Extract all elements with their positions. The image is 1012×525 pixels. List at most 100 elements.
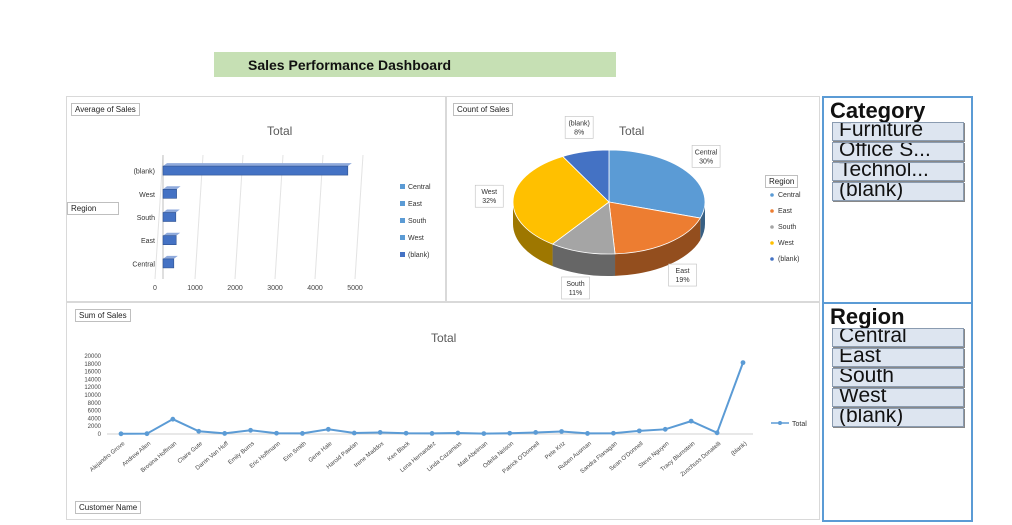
- region-item-central[interactable]: Central: [832, 328, 964, 347]
- bar-south: [162, 212, 177, 222]
- pie-data-label-name: Central: [695, 149, 718, 156]
- pie-legend-swatch: [770, 241, 774, 245]
- category-item-blank[interactable]: (blank): [832, 182, 964, 201]
- category-slicer[interactable]: Category Furniture Office S... Technol..…: [822, 96, 973, 304]
- category-item-furniture[interactable]: Furniture: [832, 122, 964, 141]
- pie-side-central: [700, 202, 705, 241]
- line-point-zuschuss-donatelli: [714, 430, 720, 436]
- line-x-tick-label: Alejandro Grove: [89, 441, 127, 474]
- line-point-alejandro-grove: [118, 431, 124, 437]
- region-slicer[interactable]: Region Central East South West (blank): [822, 302, 973, 522]
- pie-data-label-percent: 19%: [676, 277, 690, 284]
- line-y-tick-label: 4000: [88, 416, 102, 422]
- region-item-east[interactable]: East: [832, 348, 964, 367]
- pie-data-label-name: South: [566, 281, 584, 288]
- pie-legend-label-central: Central: [778, 192, 801, 199]
- line-point-pete-kriz: [559, 429, 564, 434]
- bar-gridline: [154, 154, 164, 280]
- bar-gridline: [274, 154, 284, 280]
- line-legend-label: Total: [792, 421, 807, 428]
- dashboard-title-bar: Sales Performance Dashboard: [214, 52, 616, 77]
- line-point-eric-hoffmann: [274, 430, 279, 436]
- category-item-technology[interactable]: Technol...: [832, 162, 964, 181]
- bar-legend-swatch: [400, 218, 405, 223]
- region-item-blank[interactable]: (blank): [832, 408, 964, 427]
- line-x-tick-label: Erin Smith: [283, 441, 308, 463]
- sum-of-sales-field-button[interactable]: Sum of Sales: [75, 309, 131, 322]
- line-point-blank: [740, 360, 746, 366]
- bar-top-face: [163, 255, 178, 259]
- bar-gridline: [314, 154, 324, 280]
- pie-data-label-percent: 32%: [482, 198, 496, 205]
- line-point-gene-hale: [325, 426, 331, 432]
- line-chart-title: Total: [431, 331, 457, 345]
- line-point-steve-nguyen: [662, 426, 668, 432]
- line-point-sean-o-donnell: [636, 428, 642, 434]
- bar-east: [162, 235, 177, 245]
- count-sales-chart-panel[interactable]: Count of Sales Total Region Central 30% Ea…: [446, 96, 820, 302]
- line-point-linda-cazamias: [455, 430, 461, 436]
- bar-top-face: [163, 163, 352, 167]
- category-item-office-supplies[interactable]: Office S...: [832, 142, 964, 161]
- line-point-irene-maddox: [377, 430, 383, 435]
- pie-legend-label-west: West: [778, 240, 794, 247]
- pie-data-label-name: West: [481, 189, 497, 196]
- line-y-tick-label: 2000: [88, 424, 102, 430]
- region-slicer-title: Region: [830, 306, 905, 328]
- bar-x-tick-label: 1000: [187, 285, 203, 292]
- customer-name-field-button[interactable]: Customer Name: [75, 501, 142, 514]
- bar-legend-swatch: [400, 201, 405, 206]
- bar-x-tick-label: 3000: [267, 285, 283, 292]
- line-y-tick-label: 0: [98, 432, 102, 438]
- line-point-darrin-van-huff: [222, 431, 228, 436]
- category-slicer-title: Category: [830, 100, 926, 122]
- line-x-tick-label: Ken Black: [387, 440, 412, 463]
- average-sales-chart-panel[interactable]: Average of Sales Total Region 0 1000 2000 3…: [66, 96, 446, 302]
- bar-legend-label-east: East: [408, 201, 422, 208]
- pie-chart-title: Total: [619, 124, 645, 138]
- average-of-sales-field-button[interactable]: Average of Sales: [71, 103, 140, 116]
- pie-slice-south: [551, 201, 616, 255]
- region-axis-field-button[interactable]: Region: [67, 202, 119, 215]
- line-x-tick-label: Pete Kriz: [544, 441, 567, 461]
- pie-chart-svg: Central 30% East 19% South 11% West 32% (blank) 8…: [474, 116, 801, 300]
- pie-legend-swatch: [770, 193, 774, 197]
- line-point-brosina-hoffman: [170, 416, 176, 422]
- pie-slice-blank: [561, 149, 610, 203]
- bar-category-label: Central: [132, 261, 155, 268]
- pie-legend-region-button[interactable]: Region: [765, 175, 799, 188]
- pie-data-label-percent: 11%: [569, 290, 583, 297]
- bar-legend-swatch: [400, 252, 405, 257]
- line-point-harold-pawlan: [351, 430, 357, 436]
- line-point-patrick-o-donnell: [533, 430, 539, 435]
- pie-side-south: [552, 244, 616, 276]
- bar-legend-label-central: Central: [408, 184, 431, 191]
- bar-west: [162, 189, 177, 199]
- pie-legend-swatch: [770, 209, 774, 213]
- pie-callout-box: [561, 276, 590, 300]
- pie-callout-box: [564, 116, 594, 139]
- bar-category-label: (blank): [134, 169, 155, 176]
- pie-legend-label-blank: (blank): [778, 256, 799, 263]
- line-legend-marker: [778, 421, 782, 425]
- line-y-tick-label: 8000: [88, 401, 102, 407]
- pie-callout-box: [691, 145, 721, 168]
- sum-sales-chart-panel[interactable]: Sum of Sales Total Customer Name 0 2000 40…: [66, 302, 820, 520]
- line-point-ken-black: [403, 430, 409, 436]
- bar-x-tick-label: 5000: [347, 285, 363, 292]
- line-point-matt-abelman: [481, 431, 487, 437]
- count-of-sales-field-button[interactable]: Count of Sales: [453, 103, 514, 116]
- line-series-total: [120, 362, 744, 435]
- bar-gridline: [194, 154, 204, 280]
- bar-chart-title: Total: [267, 124, 293, 138]
- pie-legend-swatch: [770, 225, 774, 229]
- line-y-tick-label: 14000: [84, 377, 101, 383]
- pie-data-label-percent: 8%: [574, 129, 584, 136]
- bar-legend-swatch: [400, 235, 405, 240]
- bar-legend-label-south: South: [408, 218, 426, 225]
- region-item-west[interactable]: West: [832, 388, 964, 407]
- pie-legend-label-south: South: [778, 224, 796, 231]
- pie-data-label-name: East: [676, 268, 690, 275]
- region-item-south[interactable]: South: [832, 368, 964, 387]
- bar-x-tick-label: 2000: [227, 285, 243, 292]
